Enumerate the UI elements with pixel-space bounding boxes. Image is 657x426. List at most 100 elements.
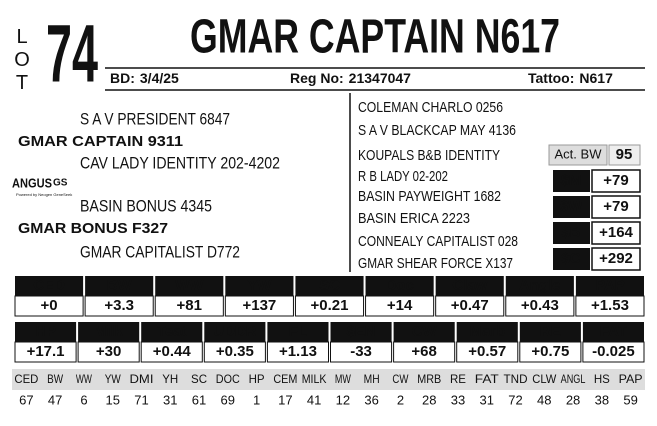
percentile-header: CED bbox=[14, 372, 38, 386]
index-value: +164 bbox=[599, 224, 633, 241]
pedigree-right: GMAR SHEAR FORCE X137 bbox=[358, 255, 513, 272]
epd-value-cell bbox=[582, 341, 645, 363]
percentile-value: 17 bbox=[278, 392, 292, 407]
index-value: +79 bbox=[603, 172, 628, 189]
logo-mark: GS bbox=[53, 178, 68, 189]
epd-value: +81 bbox=[177, 297, 202, 314]
percentile-value: 47 bbox=[48, 392, 62, 407]
epd-value-cell bbox=[14, 341, 77, 363]
act-bw-label-box bbox=[548, 144, 608, 166]
pedigree-left: GMAR CAPITALIST D772 bbox=[80, 242, 240, 261]
index-label: $W bbox=[560, 198, 583, 215]
epd-value: +30 bbox=[96, 343, 121, 360]
percentile-value: 33 bbox=[451, 392, 465, 407]
index-value-box bbox=[591, 169, 641, 193]
epd-value-cell bbox=[456, 341, 519, 363]
epd-header: FL bbox=[289, 323, 307, 340]
info-label: Tattoo: bbox=[528, 70, 574, 86]
epd-header-cell bbox=[582, 322, 644, 342]
epd-header-cell bbox=[435, 276, 504, 296]
percentile-header: MRB bbox=[417, 372, 441, 386]
epd-header: UDDR bbox=[213, 323, 256, 340]
epd-value-cell bbox=[84, 295, 154, 317]
percentile-value: 31 bbox=[480, 392, 494, 407]
epd-value: +0.44 bbox=[153, 343, 192, 360]
pedigree-right: COLEMAN CHARLO 0256 bbox=[358, 99, 503, 116]
title: GMAR CAPTAIN N617 bbox=[190, 11, 560, 64]
epd-header-cell bbox=[15, 276, 84, 296]
info-value: 3/4/25 bbox=[140, 70, 179, 86]
epd-value: -33 bbox=[350, 343, 372, 360]
epd-header: PAP bbox=[595, 277, 625, 294]
pedigree-left: CAV LADY IDENTITY 202-4202 bbox=[80, 153, 280, 172]
epd-header: YW bbox=[247, 277, 272, 294]
epd-value: +0.35 bbox=[216, 343, 254, 360]
percentile-header: RE bbox=[450, 372, 466, 386]
index-value-box bbox=[591, 221, 641, 245]
epd-value-cell bbox=[224, 295, 294, 317]
percentile-value: 28 bbox=[422, 392, 436, 407]
percentile-value: 28 bbox=[566, 392, 580, 407]
epd-value-cell bbox=[203, 341, 266, 363]
epd-header-cell bbox=[519, 322, 581, 342]
pedigree-left: GMAR BONUS F327 bbox=[18, 220, 168, 237]
epd-header: CW bbox=[412, 323, 438, 340]
epd-value-cell bbox=[140, 341, 203, 363]
epd-value: +3.3 bbox=[104, 297, 134, 314]
logo-tagline: Powered by Neogen GeneSeek bbox=[16, 192, 72, 197]
pedigree-right: S A V BLACKCAP MAY 4136 bbox=[358, 122, 516, 139]
percentile-header: DOC bbox=[216, 372, 240, 386]
percentile-header: HP bbox=[249, 372, 265, 386]
info: Tattoo: N617 bbox=[528, 70, 613, 86]
epd-value-cell bbox=[294, 295, 365, 317]
epd-value-cell bbox=[365, 295, 435, 317]
epd-header: Claw bbox=[452, 277, 487, 294]
percentile-header: CLW bbox=[532, 372, 557, 386]
epd-header-cell bbox=[155, 276, 224, 296]
epd-value: +0.47 bbox=[451, 297, 489, 314]
epd-header: Doc bbox=[385, 277, 413, 294]
pedigree-left: S A V PRESIDENT 6847 bbox=[80, 109, 230, 128]
epd-value: +17.1 bbox=[27, 343, 65, 360]
epd-header: Marb bbox=[469, 323, 505, 340]
percentile-value: 71 bbox=[134, 392, 148, 407]
epd-value-cell bbox=[393, 341, 456, 363]
percentile-value: 38 bbox=[595, 392, 609, 407]
epd-header: Angle bbox=[519, 277, 561, 294]
percentile-header: CEM bbox=[273, 372, 297, 386]
epd-header-cell bbox=[78, 322, 140, 342]
epd-header-cell bbox=[225, 276, 294, 296]
pedigree-right: R B LADY 02-202 bbox=[358, 168, 448, 185]
percentile-header: MW bbox=[335, 372, 352, 386]
epd-value: +0 bbox=[41, 297, 58, 314]
act-bw-label: Act. BW bbox=[555, 146, 603, 161]
epd-header: WW bbox=[175, 277, 204, 294]
epd-value-cell bbox=[575, 295, 645, 317]
pedigree-right: CONNEALY CAPITALIST 028 bbox=[358, 233, 518, 250]
epd-header: HP bbox=[35, 323, 56, 340]
info: Reg No: 21347047 bbox=[290, 70, 411, 86]
epd-header-cell bbox=[365, 276, 434, 296]
index-value-box bbox=[591, 247, 641, 271]
pedigree-right: KOUPALS B&B IDENTITY bbox=[358, 147, 500, 164]
percentile-value: 6 bbox=[80, 392, 87, 407]
epd-value: +14 bbox=[387, 297, 413, 314]
percentile-header: MILK bbox=[302, 372, 327, 386]
percentile-value: 61 bbox=[192, 392, 206, 407]
percentile-value: 48 bbox=[537, 392, 551, 407]
info-value: N617 bbox=[579, 70, 613, 86]
percentile-value: 36 bbox=[364, 392, 378, 407]
percentile-header: SC bbox=[191, 372, 207, 386]
info: BD: 3/4/25 bbox=[110, 70, 179, 86]
percentile-header: PAP bbox=[619, 372, 643, 386]
index-label: $M bbox=[561, 172, 582, 189]
lot-number: 74 bbox=[46, 9, 98, 100]
pedigree-left: GMAR CAPTAIN 9311 bbox=[18, 133, 183, 150]
percentile-value: 2 bbox=[397, 392, 404, 407]
percentile-value: 15 bbox=[105, 392, 119, 407]
epd-value: +1.53 bbox=[591, 297, 629, 314]
percentile-value: 41 bbox=[307, 392, 321, 407]
percentile-value: 31 bbox=[163, 392, 177, 407]
